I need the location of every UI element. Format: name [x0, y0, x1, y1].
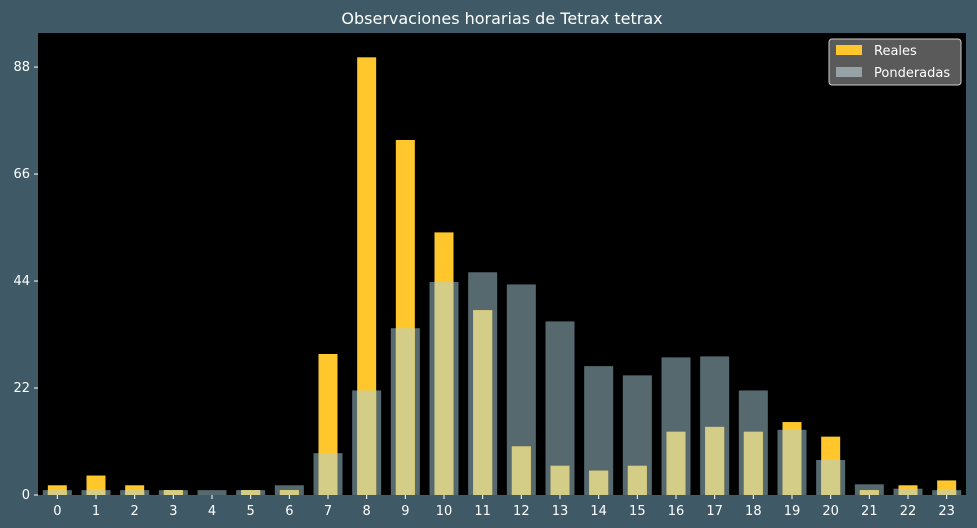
y-tick-label-88: 88 [13, 60, 30, 75]
bar-overlap-6 [279, 490, 299, 495]
x-tick-label-17: 17 [706, 504, 723, 519]
legend-label-reales: Reales [874, 44, 917, 59]
x-tick-label-19: 19 [784, 504, 801, 519]
bar-overlap-0 [47, 490, 67, 495]
x-tick-label-5: 5 [247, 504, 255, 519]
bar-overlap-22 [898, 488, 918, 495]
x-tick-label-18: 18 [745, 504, 762, 519]
x-tick-label-3: 3 [169, 504, 177, 519]
x-tick-label-0: 0 [53, 504, 61, 519]
bar-overlap-16 [666, 431, 686, 495]
x-tick-label-2: 2 [131, 504, 139, 519]
x-axis: 0 1 2 3 4 5 6 7 8 9 10 11 12 13 14 15 16 17 18 19 20 21 22 23 [53, 495, 955, 519]
bar-reales-8 [357, 57, 377, 495]
y-tick-label-0: 0 [22, 488, 30, 503]
x-tick-label-14: 14 [590, 504, 607, 519]
bar-overlap-21 [859, 490, 879, 495]
bar-overlap-5 [241, 490, 261, 495]
x-tick-label-10: 10 [436, 504, 453, 519]
x-tick-label-9: 9 [401, 504, 409, 519]
bar-overlap-18 [743, 431, 763, 495]
bar-overlap-7 [318, 453, 338, 495]
bar-overlap-12 [511, 446, 531, 495]
x-tick-label-22: 22 [900, 504, 917, 519]
bar-overlap-10 [434, 281, 454, 495]
x-tick-label-15: 15 [629, 504, 646, 519]
bar-ponderadas-21 [854, 484, 884, 495]
y-tick-label-66: 66 [13, 167, 30, 182]
x-tick-label-4: 4 [208, 504, 216, 519]
y-axis: 0 22 44 66 88 [13, 60, 38, 503]
x-tick-label-20: 20 [822, 504, 839, 519]
x-tick-label-6: 6 [285, 504, 293, 519]
bar-overlap-3 [163, 490, 183, 495]
chart-title: Observaciones horarias de Tetrax tetrax [341, 9, 662, 28]
bar-overlap-13 [550, 465, 570, 495]
y-tick-label-22: 22 [13, 381, 30, 396]
bar-overlap-20 [821, 459, 841, 495]
legend-swatch-ponderadas [836, 67, 862, 77]
x-tick-label-21: 21 [861, 504, 878, 519]
bar-overlap-19 [782, 429, 802, 495]
bar-overlap-1 [86, 490, 106, 495]
x-tick-label-11: 11 [474, 504, 491, 519]
bar-overlap-15 [627, 465, 647, 495]
bar-overlap-8 [357, 390, 377, 495]
bar-overlap-2 [125, 490, 145, 495]
series-overlap [47, 281, 957, 495]
bar-overlap-9 [395, 328, 415, 495]
x-tick-label-1: 1 [92, 504, 100, 519]
bar-overlap-11 [473, 310, 493, 495]
x-tick-label-7: 7 [324, 504, 332, 519]
x-tick-label-8: 8 [363, 504, 371, 519]
legend-swatch-reales [836, 45, 862, 55]
x-tick-label-13: 13 [552, 504, 569, 519]
y-tick-label-44: 44 [13, 274, 30, 289]
bar-ponderadas-4 [197, 490, 227, 495]
legend: Reales Ponderadas [828, 38, 962, 86]
x-tick-label-16: 16 [668, 504, 685, 519]
bar-overlap-23 [937, 490, 957, 495]
x-tick-label-23: 23 [938, 504, 955, 519]
bar-overlap-14 [589, 470, 609, 495]
x-tick-label-12: 12 [513, 504, 530, 519]
bar-overlap-17 [705, 426, 725, 495]
plot-area [38, 33, 966, 495]
legend-label-ponderadas: Ponderadas [874, 66, 950, 81]
